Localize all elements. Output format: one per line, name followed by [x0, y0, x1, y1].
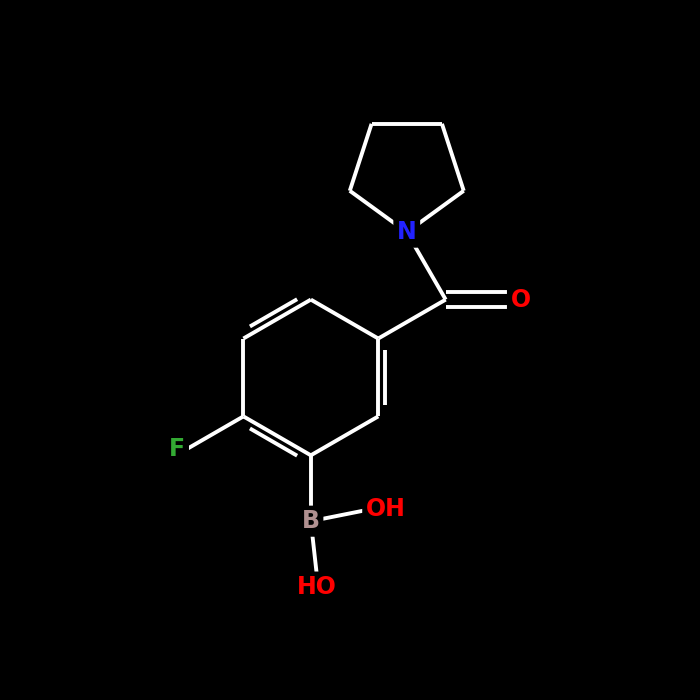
Text: F: F: [169, 438, 186, 461]
Text: B: B: [302, 509, 320, 533]
Text: OH: OH: [366, 497, 405, 522]
Text: O: O: [510, 288, 531, 312]
Text: N: N: [397, 220, 416, 244]
Text: HO: HO: [297, 575, 337, 599]
